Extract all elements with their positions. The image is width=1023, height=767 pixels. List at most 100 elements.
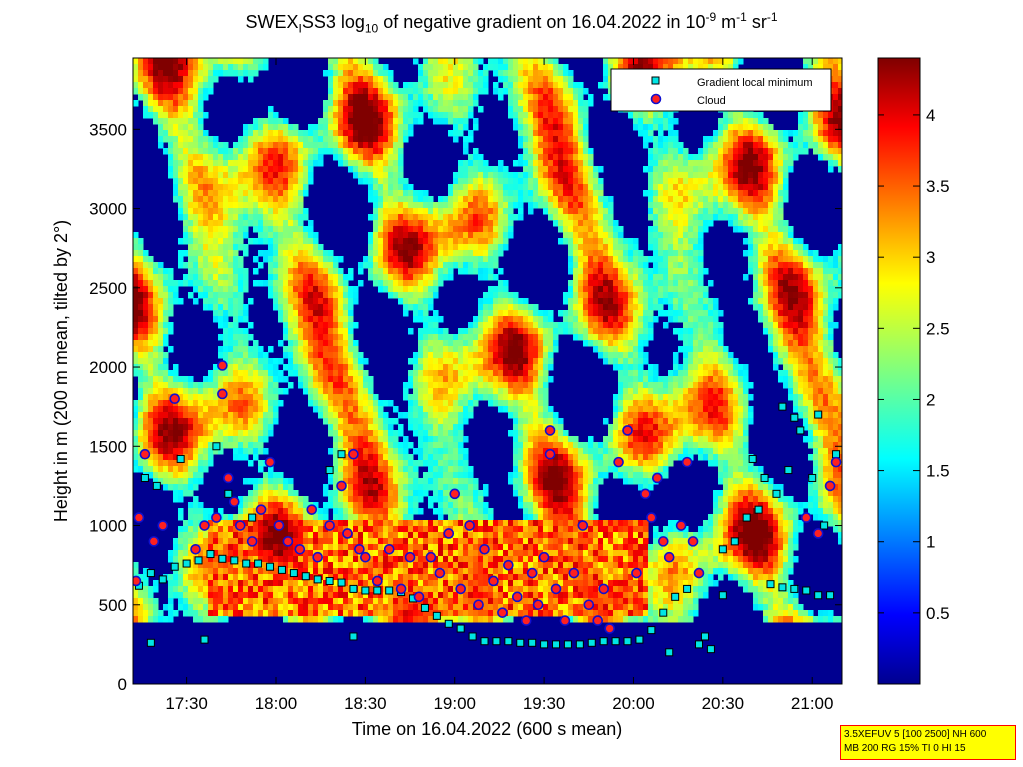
heat-cell bbox=[198, 220, 204, 227]
heat-cell bbox=[253, 556, 259, 563]
heat-cell bbox=[368, 142, 374, 149]
heat-cell bbox=[273, 172, 279, 179]
heat-cell bbox=[183, 448, 189, 455]
heat-cell bbox=[308, 388, 314, 395]
heat-cell bbox=[143, 70, 149, 77]
heat-cell bbox=[338, 460, 344, 467]
heat-cell bbox=[348, 340, 354, 347]
heat-cell bbox=[463, 76, 469, 83]
heat-cell bbox=[203, 538, 209, 545]
heat-cell bbox=[248, 136, 254, 143]
heat-cell bbox=[138, 88, 144, 95]
heat-cell bbox=[218, 520, 224, 527]
heat-cell bbox=[158, 106, 164, 113]
heat-cell bbox=[443, 64, 449, 71]
heat-cell bbox=[173, 448, 179, 455]
heat-cell bbox=[478, 388, 484, 395]
heat-cell bbox=[138, 292, 144, 299]
heat-cell bbox=[303, 232, 309, 239]
heat-cell bbox=[233, 568, 239, 575]
heat-cell bbox=[408, 250, 414, 257]
heat-cell bbox=[358, 76, 364, 83]
heat-cell bbox=[193, 112, 199, 119]
heat-cell bbox=[183, 394, 189, 401]
heat-cell bbox=[373, 394, 379, 401]
heat-cell bbox=[323, 532, 329, 539]
heat-cell bbox=[278, 190, 284, 197]
heat-cell bbox=[388, 178, 394, 185]
heat-cell bbox=[163, 310, 169, 317]
heat-cell bbox=[238, 394, 244, 401]
heat-cell bbox=[333, 130, 339, 137]
heat-cell bbox=[398, 244, 404, 251]
heat-cell bbox=[238, 418, 244, 425]
heat-cell bbox=[348, 166, 354, 173]
heat-cell bbox=[458, 412, 464, 419]
heat-cell bbox=[408, 394, 414, 401]
heat-cell bbox=[378, 466, 384, 473]
heat-cell bbox=[208, 292, 214, 299]
heat-cell bbox=[213, 190, 219, 197]
heat-cell bbox=[428, 382, 434, 389]
heat-cell bbox=[188, 76, 194, 83]
heat-cell bbox=[333, 472, 339, 479]
heat-cell bbox=[488, 598, 494, 605]
heat-cell bbox=[458, 124, 464, 131]
heat-cell bbox=[228, 598, 234, 605]
heat-cell bbox=[403, 568, 409, 575]
heat-cell bbox=[183, 190, 189, 197]
heat-cell bbox=[408, 184, 414, 191]
heat-cell bbox=[173, 568, 179, 575]
heat-cell bbox=[433, 70, 439, 77]
heat-cell bbox=[333, 406, 339, 413]
heat-cell bbox=[273, 304, 279, 311]
heat-cell bbox=[198, 544, 204, 551]
heat-cell bbox=[393, 238, 399, 245]
heat-cell bbox=[263, 580, 269, 587]
heat-cell bbox=[388, 106, 394, 113]
heat-cell bbox=[258, 376, 264, 383]
heat-cell bbox=[178, 406, 184, 413]
heat-cell bbox=[293, 226, 299, 233]
heat-cell bbox=[353, 388, 359, 395]
heat-cell bbox=[198, 382, 204, 389]
heat-cell bbox=[378, 232, 384, 239]
heat-cell bbox=[413, 466, 419, 473]
heat-cell bbox=[158, 328, 164, 335]
heat-cell bbox=[243, 160, 249, 167]
heat-cell bbox=[333, 466, 339, 473]
heat-cell bbox=[308, 238, 314, 245]
heat-cell bbox=[363, 118, 369, 125]
heat-cell bbox=[478, 352, 484, 359]
heat-cell bbox=[483, 616, 489, 623]
heat-cell bbox=[378, 196, 384, 203]
heat-cell bbox=[468, 238, 474, 245]
heat-cell bbox=[428, 106, 434, 113]
heat-cell bbox=[243, 202, 249, 209]
heat-cell bbox=[388, 436, 394, 443]
heat-cell bbox=[363, 412, 369, 419]
heat-cell bbox=[233, 292, 239, 299]
heat-cell bbox=[178, 136, 184, 143]
heat-cell bbox=[148, 460, 154, 467]
heat-cell bbox=[183, 544, 189, 551]
heat-cell bbox=[348, 328, 354, 335]
heat-cell bbox=[163, 484, 169, 491]
heat-cell bbox=[473, 334, 479, 341]
heat-cell bbox=[428, 466, 434, 473]
heat-cell bbox=[273, 412, 279, 419]
heat-cell bbox=[193, 76, 199, 83]
heat-cell bbox=[433, 406, 439, 413]
heat-cell bbox=[228, 382, 234, 389]
heat-cell bbox=[403, 514, 409, 521]
heat-cell bbox=[393, 244, 399, 251]
heat-cell bbox=[203, 274, 209, 281]
heat-cell bbox=[458, 532, 464, 539]
heat-cell bbox=[383, 190, 389, 197]
heat-cell bbox=[463, 364, 469, 371]
heat-cell bbox=[448, 550, 454, 557]
heat-cell bbox=[388, 478, 394, 485]
heat-cell bbox=[488, 562, 494, 569]
heat-cell bbox=[418, 64, 424, 71]
heat-cell bbox=[323, 370, 329, 377]
